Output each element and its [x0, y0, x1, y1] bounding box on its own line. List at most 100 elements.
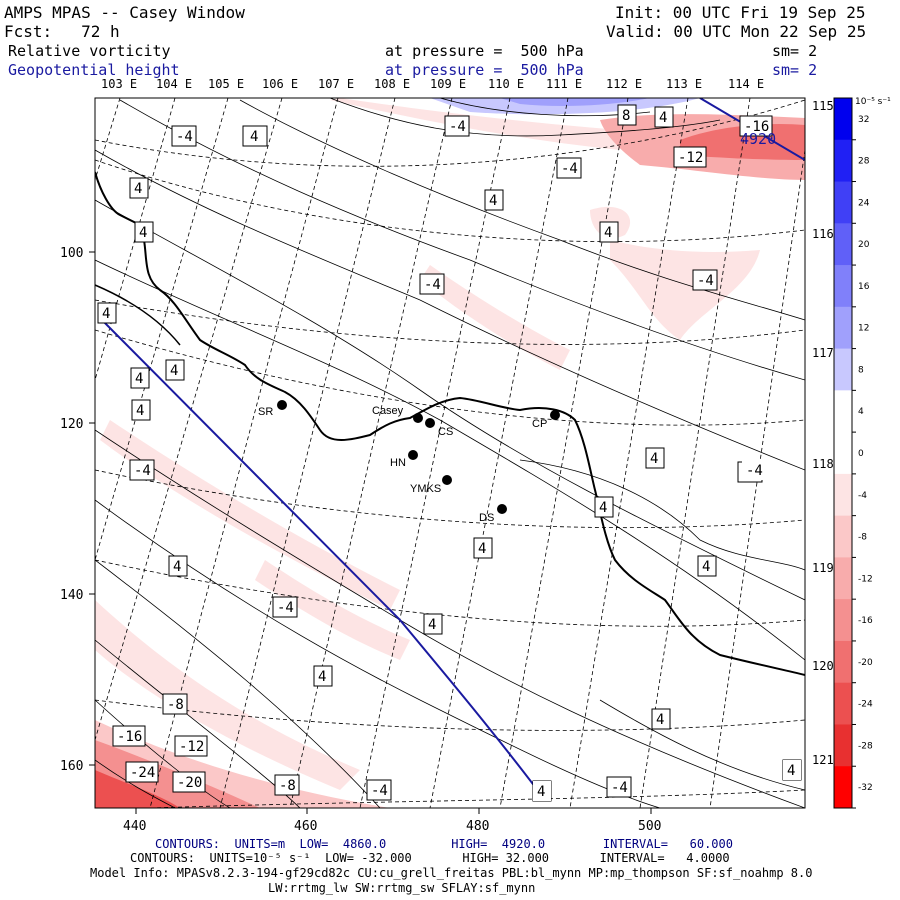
contour-label: 4: [242, 125, 268, 147]
lon-label: 110 E: [488, 77, 525, 91]
field2-level: at pressure = 500 hPa: [385, 61, 584, 79]
lon-label: 109 E: [430, 77, 467, 91]
svg-text:4: 4: [250, 129, 258, 145]
latlon-grid: [95, 98, 805, 808]
colorbar-cell: [834, 139, 852, 183]
field1-level: at pressure = 500 hPa: [385, 42, 584, 60]
contour-label: -16: [112, 725, 146, 747]
coastline-segment: [95, 284, 181, 346]
init-time: Init: 00 UTC Fri 19 Sep 25: [615, 3, 866, 22]
x-tick-label: 480: [466, 819, 489, 834]
svg-text:-24: -24: [130, 765, 155, 781]
contour-label: -8: [274, 774, 300, 796]
forecast-hour: Fcst: 72 h: [4, 22, 120, 41]
lon-label: 112 E: [606, 77, 643, 91]
station-marker-ymks: [442, 475, 452, 485]
contour-label: 4: [423, 613, 443, 635]
x-tick-label: 460: [294, 819, 317, 834]
contour-label: 4: [168, 555, 188, 577]
contour-label: -4: [742, 460, 766, 480]
colorbar-cell: [834, 432, 852, 475]
field1-smooth: sm= 2: [772, 42, 818, 60]
contour-label: -4: [366, 779, 392, 801]
colorbar-tick-label: 4: [858, 407, 864, 417]
contour-label: 4: [134, 221, 154, 243]
colorbar-tick-label: 32: [858, 115, 869, 125]
contour-label: -12: [174, 735, 208, 757]
valid-time: Valid: 00 UTC Mon 22 Sep 25: [606, 22, 867, 41]
colorbar-cell: [834, 181, 852, 224]
colorbar-tick-label: -32: [858, 783, 873, 793]
colorbar-tick-label: -4: [858, 491, 867, 501]
contour-label: 8: [617, 104, 637, 126]
colorbar-tick-label: 12: [858, 324, 869, 334]
svg-text:4: 4: [102, 306, 110, 322]
svg-text:-4: -4: [176, 129, 193, 145]
y-tick-label: 160: [60, 759, 83, 774]
lon-label: 111 E: [546, 77, 583, 91]
contour-label: 4: [783, 760, 801, 780]
colorbar-cells: [834, 98, 852, 809]
lon-label: 107 E: [318, 77, 355, 91]
lon-label: 108 E: [374, 77, 411, 91]
coastline: [95, 171, 805, 676]
svg-text:4: 4: [139, 225, 147, 241]
colorbar-cell: [834, 265, 852, 308]
contour-label: 4: [645, 447, 665, 469]
svg-text:4: 4: [656, 712, 664, 728]
station-marker-cs: [425, 418, 435, 428]
contour-label: 4: [484, 189, 504, 211]
svg-text:4: 4: [170, 363, 178, 379]
colorbar-tick-label: -28: [858, 741, 873, 751]
svg-text:4: 4: [489, 193, 497, 209]
map-frame: [94, 97, 806, 809]
colorbar-tick-label: -16: [858, 616, 873, 626]
svg-text:4: 4: [318, 669, 326, 685]
axis-ticks: [89, 251, 652, 814]
svg-text:4: 4: [604, 225, 612, 241]
svg-text:4: 4: [659, 110, 667, 126]
contour-label: 4: [473, 537, 493, 559]
station-marker-sr: [277, 400, 287, 410]
contour-label: 4: [130, 367, 150, 389]
colorbar-cell: [834, 640, 852, 684]
colorbar-tick-label: 0: [858, 449, 864, 459]
svg-text:4: 4: [650, 451, 658, 467]
contour-label: 4: [651, 708, 671, 730]
svg-text:4: 4: [702, 559, 710, 575]
lon-label: 113 E: [666, 77, 703, 91]
svg-text:-4: -4: [449, 119, 466, 135]
height-contour-line: [99, 317, 546, 801]
contour-label: -4: [129, 459, 155, 481]
field2-smooth: sm= 2: [772, 61, 818, 79]
contour-label: -4: [444, 115, 470, 137]
field2-name: Geopotential height: [8, 61, 180, 79]
svg-text:-12: -12: [179, 739, 204, 755]
contour-label: -12: [673, 146, 707, 168]
svg-text:-16: -16: [117, 729, 142, 745]
contour-label: -4: [556, 157, 582, 179]
x-tick-label: 440: [123, 819, 146, 834]
contour-label: -20: [172, 771, 206, 793]
contour-label: -16: [739, 115, 773, 137]
colorbar-cell: [834, 682, 852, 725]
axis-tick-labels: 440 460 480 500 100 120 140 160: [60, 246, 661, 834]
colorbar: 10⁻⁵ s⁻¹ 32 28 24 20 16 12 8 4 0 -4 -8 -12 -16 -20 -24…: [833, 97, 891, 809]
colorbar-cell: [834, 557, 852, 600]
vorticity-contours: [95, 98, 805, 808]
contour-label: -4: [272, 596, 298, 618]
colorbar-cell: [834, 473, 852, 517]
footer-model-info: Model Info: MPASv8.2.3-194-gf29cd82c CU:…: [90, 866, 813, 880]
colorbar-tick-label: 8: [858, 365, 864, 375]
svg-text:4: 4: [134, 181, 142, 197]
colorbar-tick-label: 16: [858, 282, 870, 292]
svg-text:4: 4: [599, 500, 607, 516]
contour-label: 4: [533, 781, 551, 801]
contour-label: 4: [697, 555, 717, 577]
svg-text:-4: -4: [424, 277, 441, 293]
colorbar-cell: [834, 306, 852, 350]
contour-label: 4: [599, 221, 619, 243]
contour-labels: -4 4 -4 4 8 4 -16 -12 4 -4 4 4 -4 -4 4 4…: [97, 104, 802, 802]
svg-text:-4: -4: [611, 780, 628, 796]
lon-label: 103 E: [101, 77, 138, 91]
